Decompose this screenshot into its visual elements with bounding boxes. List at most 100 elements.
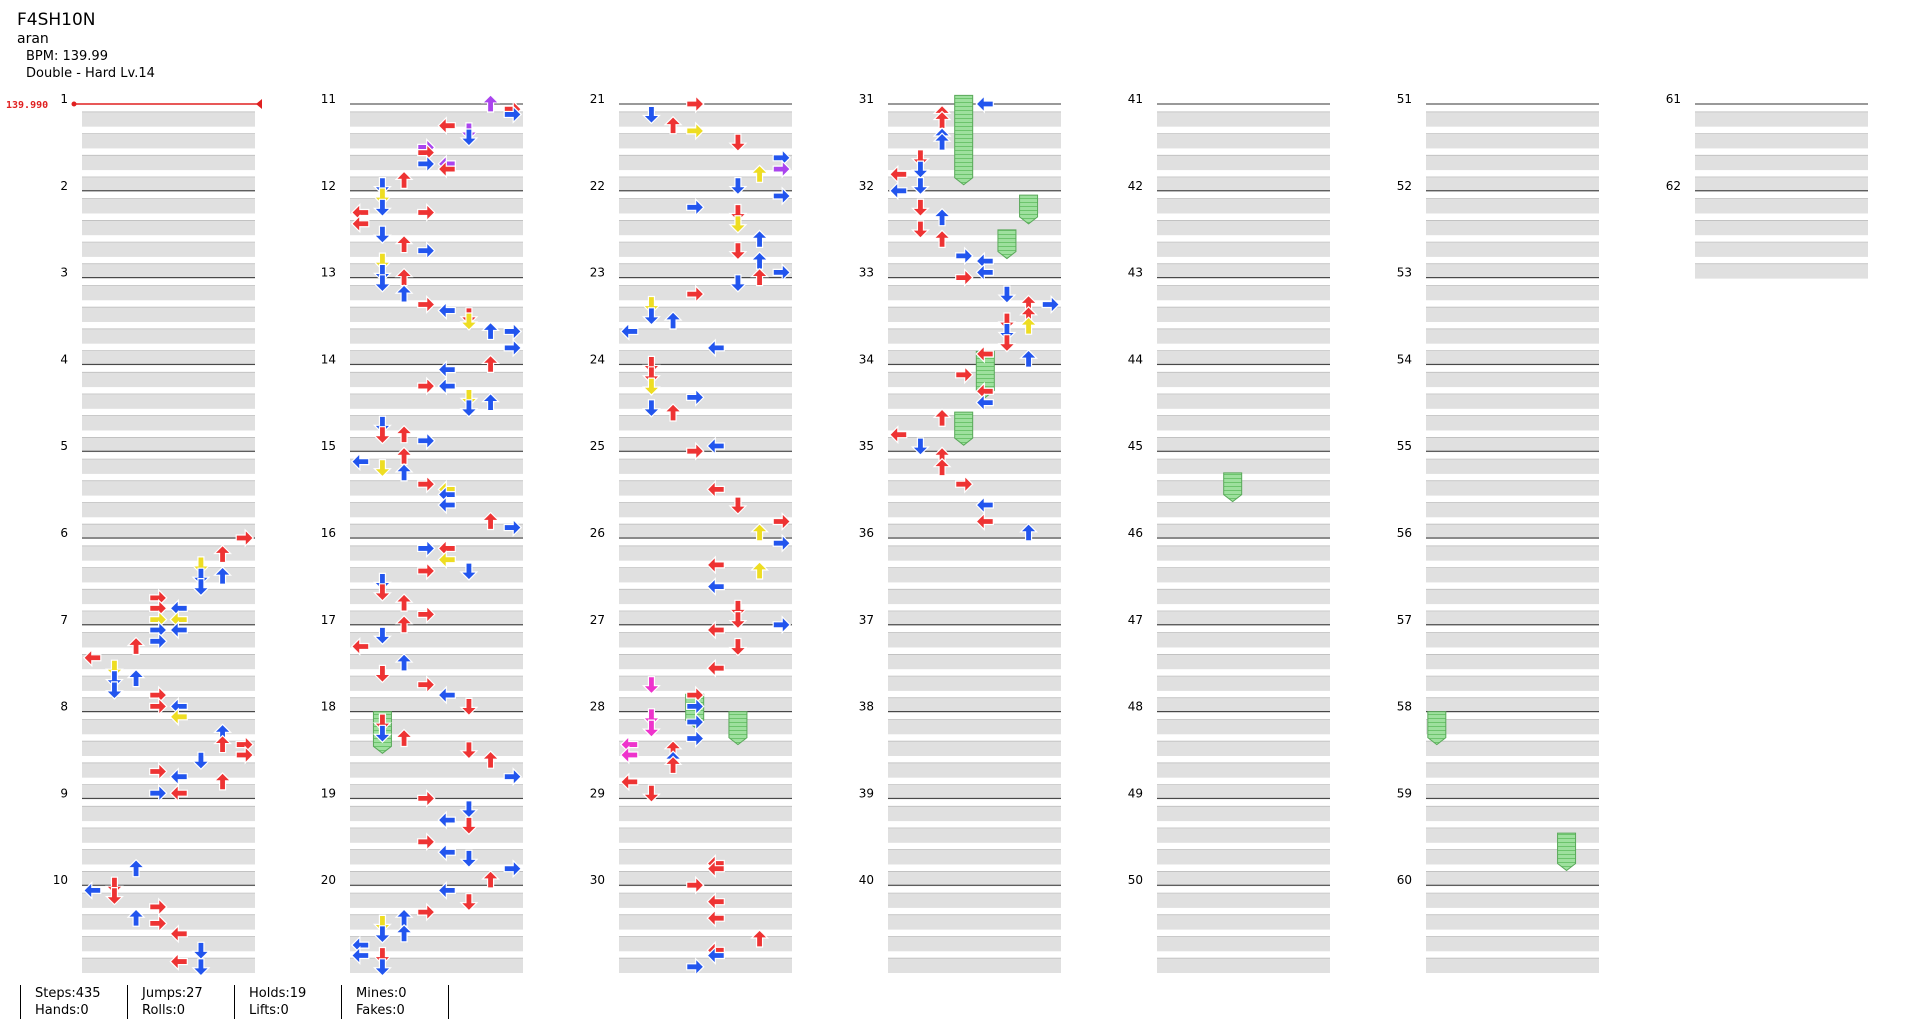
measure-number: 24 — [590, 352, 605, 366]
beat-stripe — [1157, 589, 1330, 605]
beat-stripe — [1157, 307, 1330, 322]
beat-stripe — [350, 589, 523, 605]
step-arrow — [481, 94, 500, 113]
measure-number: 49 — [1128, 786, 1143, 800]
beat-stripe — [350, 285, 523, 301]
chart-header: F4SH10N aran BPM: 139.99 Double - Hard L… — [17, 10, 155, 82]
beat-stripe — [619, 502, 792, 518]
beat-stripe — [1426, 762, 1599, 778]
beat-stripe — [619, 111, 792, 127]
beat-stripe — [888, 415, 1061, 431]
beat-stripe — [619, 567, 792, 583]
beat-stripe — [1695, 133, 1868, 149]
measure-number: 20 — [321, 873, 336, 887]
measure-27: 27 — [590, 613, 792, 713]
measure-22: 22 — [590, 179, 792, 279]
holds-layer — [372, 94, 1577, 872]
beat-stripe — [619, 198, 792, 214]
beat-stripe — [1426, 198, 1599, 214]
beat-stripe — [1157, 459, 1330, 474]
measure-9: 9 — [60, 786, 255, 887]
bpm-line-end — [256, 99, 262, 109]
beat-stripe — [82, 958, 255, 973]
measure-number: 12 — [321, 179, 336, 193]
beat-stripe — [82, 263, 255, 279]
measure-number: 36 — [859, 526, 874, 540]
measure-number: 25 — [590, 439, 605, 453]
measure-number: 42 — [1128, 179, 1143, 193]
measure-number: 14 — [321, 352, 336, 366]
measure-number: 59 — [1397, 786, 1412, 800]
measure-number: 41 — [1128, 92, 1143, 106]
stat-rolls: Rolls:0 — [142, 1003, 186, 1018]
beat-stripe — [619, 263, 792, 279]
measure-11: 11 — [321, 92, 523, 192]
beat-stripe — [888, 784, 1061, 800]
measure-number: 7 — [60, 613, 68, 627]
beat-stripe — [350, 806, 523, 822]
stat-steps: Steps:435 — [35, 986, 101, 1001]
hold-note — [954, 411, 974, 446]
beat-stripe — [888, 285, 1061, 301]
measure-34: 34 — [859, 352, 1061, 453]
beat-stripe — [82, 350, 255, 366]
beat-stripe — [82, 762, 255, 778]
beat-stripe — [82, 198, 255, 214]
beat-stripe — [619, 372, 792, 388]
measure-31: 31 — [859, 92, 1061, 192]
measure-25: 25 — [590, 439, 792, 539]
beat-stripe — [1426, 155, 1599, 171]
beat-stripe — [82, 176, 255, 192]
measure-61: 61 — [1666, 92, 1868, 192]
beat-stripe — [619, 176, 792, 192]
beat-stripe — [1426, 350, 1599, 366]
beat-stripe — [888, 459, 1061, 474]
beat-stripe — [82, 676, 255, 691]
beat-stripe — [1426, 242, 1599, 257]
measure-number: 55 — [1397, 439, 1412, 453]
beat-stripe — [350, 328, 523, 344]
measure-number: 6 — [60, 526, 68, 540]
beat-stripe — [888, 936, 1061, 952]
measure-28: 28 — [590, 700, 792, 800]
measure-19: 19 — [321, 786, 523, 887]
measure-12: 12 — [321, 179, 523, 279]
measure-number: 58 — [1397, 700, 1412, 714]
stat-group-jumps: Jumps:27 Rolls:0 — [128, 985, 235, 1019]
measure-number: 27 — [590, 613, 605, 627]
beat-stripe — [1695, 220, 1868, 236]
beat-stripe — [888, 697, 1061, 713]
beat-stripe — [1695, 263, 1868, 279]
beat-stripe — [350, 632, 523, 648]
beat-stripe — [619, 741, 792, 756]
beat-stripe — [619, 632, 792, 648]
measure-number: 23 — [590, 266, 605, 280]
measure-number: 53 — [1397, 266, 1412, 280]
measure-50: 50 — [1128, 873, 1330, 973]
beat-stripe — [1157, 111, 1330, 127]
beat-stripe — [1157, 697, 1330, 713]
beat-stripe — [1695, 242, 1868, 257]
beat-stripe — [1157, 415, 1330, 431]
measure-29: 29 — [590, 786, 792, 887]
beat-stripe — [82, 285, 255, 301]
beat-stripe — [888, 676, 1061, 691]
beat-stripe — [350, 437, 523, 453]
beat-stripe — [888, 610, 1061, 626]
measure-number: 21 — [590, 92, 605, 106]
measure-23: 23 — [590, 266, 792, 366]
beat-stripe — [619, 133, 792, 149]
beat-stripe — [1426, 958, 1599, 973]
beat-stripe — [1157, 242, 1330, 257]
beat-stripe — [350, 936, 523, 952]
beat-stripe — [1157, 263, 1330, 279]
measure-number: 38 — [859, 700, 874, 714]
beat-stripe — [888, 328, 1061, 344]
beat-stripe — [1157, 719, 1330, 735]
beat-stripe — [888, 350, 1061, 366]
beat-stripe — [1426, 936, 1599, 952]
measure-35: 35 — [859, 439, 1061, 539]
measure-number: 31 — [859, 92, 874, 106]
beat-stripe — [350, 827, 523, 843]
measure-60: 60 — [1397, 873, 1599, 973]
